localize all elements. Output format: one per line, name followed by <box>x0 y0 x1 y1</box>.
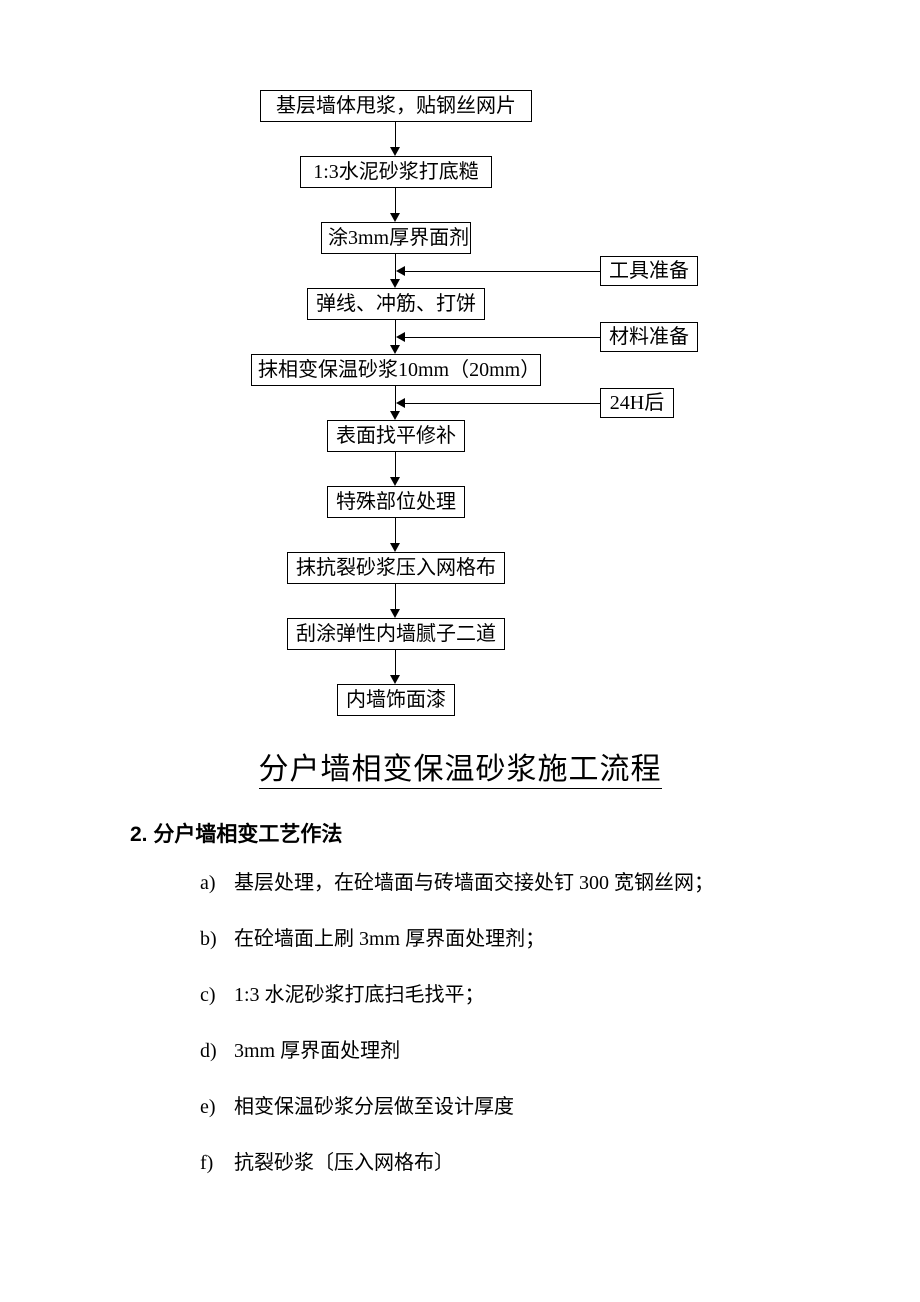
flow-side-connector <box>404 271 600 272</box>
list-item: b)在砼墙面上刷 3mm 厚界面处理剂； <box>200 924 920 954</box>
list-marker: f) <box>200 1148 234 1178</box>
section-heading: 2. 分户墙相变工艺作法 <box>130 818 920 848</box>
arrow-left-icon <box>396 266 405 276</box>
arrow-left-icon <box>396 332 405 342</box>
list-item: d)3mm 厚界面处理剂 <box>200 1036 920 1066</box>
flow-side-connector <box>404 403 600 404</box>
flow-connector <box>395 650 396 676</box>
list-text: 基层处理，在砼墙面与砖墙面交接处钉 300 宽钢丝网； <box>234 872 714 894</box>
flowchart-diagram: 基层墙体甩浆，贴钢丝网片 1:3水泥砂浆打底糙涂3mm厚界面剂弹线、冲筋、打饼抹相… <box>0 90 920 726</box>
list-marker: a) <box>200 868 234 898</box>
diagram-title-text: 分户墙相变保温砂浆施工流程 <box>259 753 662 789</box>
list-text: 抗裂砂浆〔压入网格布〕 <box>234 1152 454 1174</box>
arrow-left-icon <box>396 398 405 408</box>
list-marker: d) <box>200 1036 234 1066</box>
flow-side-node: 24H后 <box>600 388 674 418</box>
arrow-down-icon <box>390 477 400 486</box>
list-marker: c) <box>200 980 234 1010</box>
list-item: a)基层处理，在砼墙面与砖墙面交接处钉 300 宽钢丝网； <box>200 868 920 898</box>
arrow-down-icon <box>390 543 400 552</box>
flow-node: 内墙饰面漆 <box>337 684 455 716</box>
flow-node: 表面找平修补 <box>327 420 465 452</box>
arrow-down-icon <box>390 279 400 288</box>
flow-node: 特殊部位处理 <box>327 486 465 518</box>
list-marker: e) <box>200 1092 234 1122</box>
document-page: 基层墙体甩浆，贴钢丝网片 1:3水泥砂浆打底糙涂3mm厚界面剂弹线、冲筋、打饼抹相… <box>0 0 920 1264</box>
flow-connector <box>395 452 396 478</box>
flow-connector <box>395 122 396 148</box>
list-marker: b) <box>200 924 234 954</box>
arrow-down-icon <box>390 411 400 420</box>
section-heading-text: 分户墙相变工艺作法 <box>153 823 342 846</box>
arrow-down-icon <box>390 675 400 684</box>
flow-node: 抹抗裂砂浆压入网格布 <box>287 552 505 584</box>
arrow-down-icon <box>390 213 400 222</box>
list-text: 相变保温砂浆分层做至设计厚度 <box>234 1096 514 1118</box>
section-number: 2. <box>130 823 148 846</box>
arrow-down-icon <box>390 147 400 156</box>
arrow-down-icon <box>390 345 400 354</box>
diagram-title: 分户墙相变保温砂浆施工流程 <box>0 744 920 788</box>
flow-connector <box>395 188 396 214</box>
flow-connector <box>395 584 396 610</box>
list-text: 1:3 水泥砂浆打底扫毛找平； <box>234 984 485 1006</box>
flow-node: 基层墙体甩浆，贴钢丝网片 <box>260 90 532 122</box>
list-item: f)抗裂砂浆〔压入网格布〕 <box>200 1148 920 1178</box>
list-item: e)相变保温砂浆分层做至设计厚度 <box>200 1092 920 1122</box>
flow-node: 弹线、冲筋、打饼 <box>307 288 485 320</box>
list-item: c)1:3 水泥砂浆打底扫毛找平； <box>200 980 920 1010</box>
list-text: 在砼墙面上刷 3mm 厚界面处理剂； <box>234 928 545 950</box>
procedure-list: a)基层处理，在砼墙面与砖墙面交接处钉 300 宽钢丝网； b)在砼墙面上刷 3m… <box>200 868 920 1178</box>
flow-side-connector <box>404 337 600 338</box>
flow-connector <box>395 518 396 544</box>
flow-node: 抹相变保温砂浆10mm（20mm） <box>251 354 541 386</box>
flow-side-node: 材料准备 <box>600 322 698 352</box>
arrow-down-icon <box>390 609 400 618</box>
flow-node: 刮涂弹性内墙腻子二道 <box>287 618 505 650</box>
flow-node: 1:3水泥砂浆打底糙 <box>300 156 492 188</box>
list-text: 3mm 厚界面处理剂 <box>234 1040 400 1062</box>
flow-side-node: 工具准备 <box>600 256 698 286</box>
flow-node: 涂3mm厚界面剂 <box>321 222 471 254</box>
